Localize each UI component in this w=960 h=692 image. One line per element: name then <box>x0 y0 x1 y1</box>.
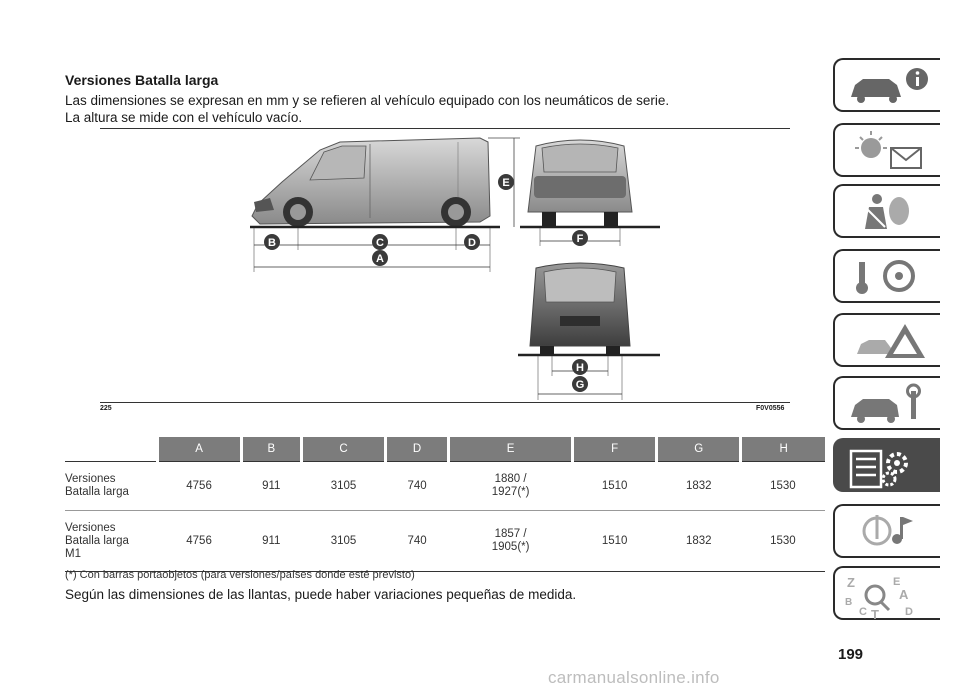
side-tab-safety[interactable] <box>833 184 940 238</box>
dimension-label-b: B <box>264 234 280 250</box>
cell-h: 1530 <box>770 480 796 492</box>
warning-lights-message-icon <box>855 131 922 169</box>
watermark: carmanualsonline.info <box>548 668 720 687</box>
svg-text:B: B <box>268 237 276 249</box>
svg-text:G: G <box>576 379 585 391</box>
cell-c: 3105 <box>330 535 357 547</box>
svg-text:C: C <box>859 606 867 618</box>
van-front-view <box>527 139 633 226</box>
table-header-corner <box>65 437 157 462</box>
dimensions-table: A B C D E F G H Versiones Batalla larga … <box>65 437 825 572</box>
side-tab-vehicle-info[interactable] <box>833 58 940 112</box>
cell-e-line: 1905(*) <box>491 541 530 553</box>
column-header: D <box>384 437 449 462</box>
column-header: F <box>571 437 657 462</box>
cell-a: 4756 <box>186 480 212 492</box>
cell-c: 3105 <box>330 480 357 492</box>
dimension-label-d: D <box>464 234 480 250</box>
car-info-icon <box>851 68 928 103</box>
section-title: Versiones Batalla larga <box>65 72 219 88</box>
figure-code: F0V0556 <box>756 405 785 412</box>
cell-h: 1530 <box>770 535 796 547</box>
table-row: Versiones Batalla larga 4756 911 3105 74… <box>65 462 825 511</box>
top-rule <box>100 128 790 129</box>
svg-text:E: E <box>893 576 900 588</box>
airbag-seatbelt-icon <box>865 194 909 229</box>
side-tab-multimedia[interactable] <box>833 504 940 558</box>
side-tab-technical-data[interactable] <box>833 438 940 492</box>
column-header: H <box>739 437 825 462</box>
column-header: G <box>655 437 741 462</box>
dimension-label-h: H <box>572 359 588 375</box>
dimension-label-g: G <box>572 376 588 392</box>
column-header: C <box>299 437 386 462</box>
cell-e-line: 1857 / <box>494 528 527 540</box>
svg-text:C: C <box>376 237 384 249</box>
cell-e-line: 1927(*) <box>491 486 530 498</box>
key-steering-wheel-icon <box>856 260 915 294</box>
dimension-label-f: F <box>572 230 588 246</box>
row-label-line: Batalla larga <box>65 486 129 498</box>
table-row: Versiones Batalla larga M1 4756 911 3105… <box>65 511 825 572</box>
alphabetical-index-icon: Z E A B C T D <box>845 575 913 621</box>
cell-f: 1510 <box>601 480 628 492</box>
row-label: Versiones Batalla larga <box>65 462 157 511</box>
cell-b: 911 <box>262 535 281 547</box>
row-label-line: Versiones <box>65 473 116 485</box>
svg-text:Z: Z <box>847 575 855 590</box>
figure-number: 225 <box>100 405 112 412</box>
svg-text:D: D <box>468 237 476 249</box>
figure-rule <box>100 402 790 403</box>
cell-g: 1832 <box>685 480 712 492</box>
svg-text:T: T <box>871 607 879 621</box>
row-label-line: Versiones <box>65 521 116 534</box>
dimension-label-a: A <box>372 250 388 266</box>
table-footnote: (*) Con barras portaobjetos (para versio… <box>65 569 415 581</box>
cell-a: 4756 <box>186 535 212 547</box>
column-header: B <box>239 437 302 462</box>
svg-text:E: E <box>502 177 509 189</box>
van-side-view <box>251 137 491 227</box>
technical-data-gears-icon <box>849 449 908 489</box>
dimension-label-e: E <box>498 174 514 190</box>
side-tab-maintenance[interactable] <box>833 376 940 430</box>
cell-e: 1880 / 1927(*) <box>449 462 573 511</box>
cell-f: 1510 <box>601 535 628 547</box>
side-tab-emergency[interactable] <box>833 313 940 367</box>
dimension-label-c: C <box>372 234 388 250</box>
side-tab-warning-lights[interactable] <box>833 123 940 177</box>
column-header: A <box>155 437 242 462</box>
table-header-row: A B C D E F G H <box>65 437 825 462</box>
maintenance-wrench-icon <box>851 383 921 423</box>
cell-d: 740 <box>407 535 427 547</box>
cell-g: 1832 <box>685 535 712 547</box>
intro-line: La altura se mide con el vehículo vacío. <box>65 110 303 125</box>
cell-e-line: 1880 / <box>494 473 527 485</box>
svg-text:B: B <box>845 597 852 608</box>
svg-text:A: A <box>376 253 384 265</box>
svg-text:F: F <box>577 233 584 245</box>
intro-line: Las dimensiones se expresan en mm y se r… <box>65 93 670 108</box>
row-label: Versiones Batalla larga M1 <box>65 511 157 572</box>
svg-text:D: D <box>905 606 913 618</box>
row-label-line: Batalla larga <box>65 534 129 547</box>
cell-e: 1857 / 1905(*) <box>449 511 573 572</box>
emergency-triangle-icon <box>857 324 925 358</box>
row-label-line: M1 <box>65 547 81 560</box>
side-tab-index[interactable]: Z E A B C T D <box>833 566 940 621</box>
cell-d: 740 <box>407 480 427 492</box>
multimedia-music-icon <box>862 515 913 546</box>
column-header: E <box>447 437 573 462</box>
side-tab-starting-driving[interactable] <box>833 249 940 303</box>
van-rear-view <box>529 262 631 356</box>
rim-variation-note: Según las dimensiones de las llantas, pu… <box>65 587 577 602</box>
intro-text: Las dimensiones se expresan en mm y se r… <box>65 92 785 126</box>
vehicle-dimensions-figure: B C D A E F H G <box>250 137 660 400</box>
svg-text:A: A <box>899 587 909 602</box>
svg-text:H: H <box>576 362 584 374</box>
page-number: 199 <box>838 646 864 663</box>
cell-b: 911 <box>262 480 281 492</box>
